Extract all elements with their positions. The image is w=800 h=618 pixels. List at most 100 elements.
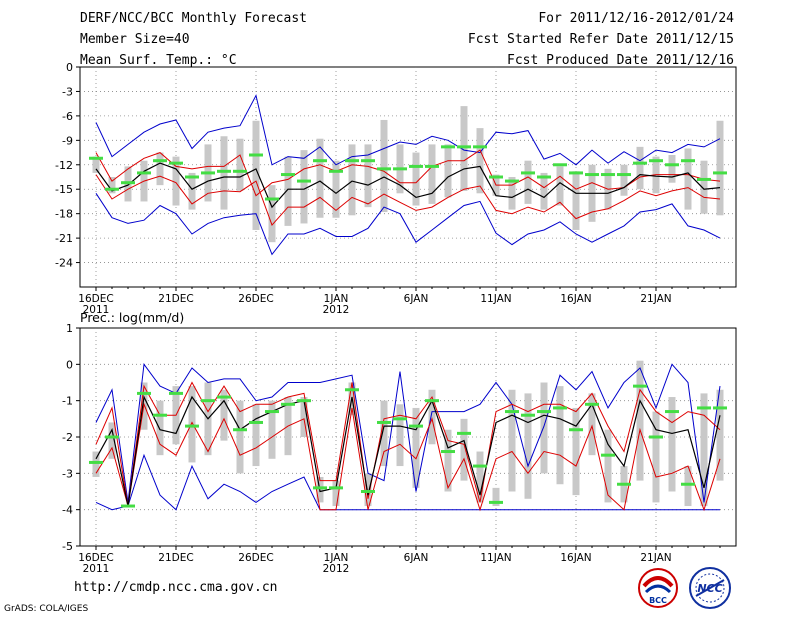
- prec-spread-box: [92, 451, 100, 477]
- temp-spread-box: [476, 128, 484, 194]
- started-date: Fcst Started Refer Date 2011/12/15: [467, 32, 734, 47]
- ncc-logo-label: NCC: [697, 582, 722, 595]
- temp-spread-box: [108, 177, 116, 194]
- temp-spread-box: [236, 138, 244, 191]
- header-right: For 2011/12/16-2012/01/24 Fcst Started R…: [468, 11, 734, 74]
- temp-xtick-label: 16DEC: [78, 293, 113, 305]
- temp-spread-box: [460, 106, 468, 191]
- temp-ytick-label: -18: [55, 208, 73, 221]
- prec-spread-box: [156, 400, 164, 456]
- temp-spread-box: [348, 144, 356, 216]
- temp-spread-lower-line: [95, 174, 721, 227]
- produced-date: Fcst Produced Date 2011/12/16: [507, 53, 734, 68]
- prec-xtick-label: 21DEC: [158, 552, 193, 564]
- temp-xtick-label: 21DEC: [158, 293, 193, 305]
- temp-xtick-sublabel: 2012: [323, 304, 350, 316]
- temp-ytick-label: -24: [55, 257, 73, 270]
- temp-spread-box: [220, 136, 228, 210]
- temp-ytick-label: -15: [55, 183, 73, 196]
- temp-ytick-label: -3: [62, 85, 73, 98]
- prec-spread-box: [508, 389, 516, 492]
- temp-max-line: [95, 94, 721, 166]
- prec-spread-box: [524, 393, 532, 499]
- prec-spread-box: [252, 404, 260, 467]
- prec-spread-box: [396, 404, 404, 467]
- prec-xtick-label: 1JAN: [324, 552, 349, 564]
- temp-spread-box: [428, 144, 436, 204]
- temp-xtick-label: 16JAN: [560, 293, 591, 305]
- source-url[interactable]: http://cmdp.ncc.cma.gov.cn: [74, 580, 278, 595]
- temp-spread-box: [700, 160, 708, 214]
- prec-ytick-label: -1: [62, 395, 73, 408]
- prec-xtick-label: 16JAN: [560, 552, 591, 564]
- prec-xtick-sublabel: 2011: [83, 563, 110, 575]
- prec-ytick-label: 0: [66, 358, 73, 371]
- prec-spread-box: [460, 418, 468, 481]
- prec-spread-box: [300, 397, 308, 437]
- prec-ytick-label: -5: [62, 540, 73, 553]
- prec-spread-box: [364, 473, 372, 507]
- prec-ytick-label: -3: [62, 467, 73, 480]
- prec-ytick-label: -4: [62, 504, 73, 517]
- prec-xtick-label: 6JAN: [404, 552, 429, 564]
- temp-spread-box: [636, 146, 644, 190]
- prec-spread-box: [188, 386, 196, 463]
- prec-spread-box: [604, 429, 612, 503]
- temp-spread-box: [508, 177, 516, 210]
- temp-ytick-label: -6: [62, 110, 73, 123]
- temp-xtick-sublabel: 2011: [83, 304, 110, 316]
- temp-spread-box: [524, 160, 532, 204]
- temp-spread-box: [444, 144, 452, 198]
- forecast-period: For 2011/12/16-2012/01/24: [538, 11, 734, 26]
- prec-spread-box: [236, 400, 244, 474]
- temp-spread-box: [572, 171, 580, 230]
- prec-spread-lower-line: [95, 402, 721, 512]
- prec-ytick-label: -2: [62, 431, 73, 444]
- top-variable-label: Mean Surf. Temp.: °C: [80, 53, 237, 68]
- prec-spread-box: [380, 400, 388, 467]
- member-size: Member Size=40: [80, 32, 190, 47]
- prec-spread-box: [428, 389, 436, 445]
- temp-spread-box: [412, 152, 420, 206]
- temp-min-line: [95, 193, 721, 256]
- prec-spread-box: [684, 466, 692, 507]
- prec-spread-box: [540, 382, 548, 474]
- prec-spread-box: [652, 411, 660, 503]
- prec-spread-box: [108, 422, 116, 459]
- prec-min-line: [95, 453, 720, 511]
- figure-title: DERF/NCC/BCC Monthly Forecast: [80, 11, 307, 26]
- bcc-logo-label: BCC: [649, 596, 667, 605]
- temp-spread-box: [268, 185, 276, 243]
- temp-ytick-label: -12: [55, 159, 73, 172]
- prec-ytick-label: 1: [66, 322, 73, 335]
- temp-spread-box: [716, 120, 724, 216]
- temp-spread-box: [316, 138, 324, 218]
- temp-spread-box: [332, 160, 340, 218]
- prec-spread-box: [444, 429, 452, 492]
- prec-spread-box: [716, 389, 724, 481]
- temp-spread-box: [284, 156, 292, 226]
- bcc-logo-icon: BCC: [638, 568, 678, 608]
- prec-spread-box: [492, 487, 500, 507]
- temp-spread-box: [380, 119, 388, 213]
- prec-xtick-label: 16DEC: [78, 552, 113, 564]
- prec-spread-box: [412, 407, 420, 488]
- grads-credit: GrADS: COLA/IGES: [4, 604, 89, 614]
- temp-spread-box: [668, 155, 676, 183]
- temp-spread-box: [540, 172, 548, 210]
- temp-spread-box: [252, 120, 260, 230]
- temp-spread-box: [684, 148, 692, 210]
- temp-spread-box: [92, 156, 100, 173]
- prec-xtick-sublabel: 2012: [323, 563, 350, 575]
- temp-spread-upper-line: [95, 149, 721, 197]
- temp-spread-box: [172, 156, 180, 206]
- prec-spread-box: [268, 400, 276, 459]
- temp-spread-box: [556, 166, 564, 206]
- prec-spread-box: [636, 360, 644, 481]
- temp-spread-box: [300, 150, 308, 224]
- prec-spread-box: [588, 393, 596, 456]
- prec-xtick-label: 21JAN: [640, 552, 671, 564]
